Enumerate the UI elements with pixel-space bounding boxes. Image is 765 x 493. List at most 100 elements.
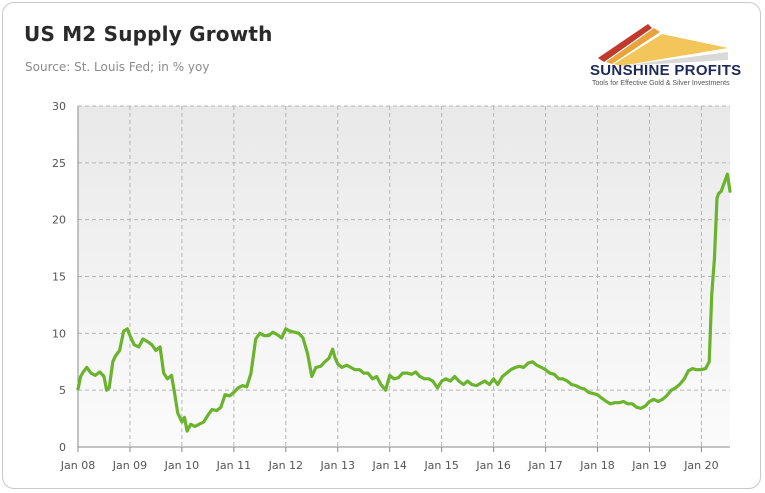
data-point bbox=[346, 364, 348, 366]
y-tick-label: 20 bbox=[52, 214, 66, 227]
grid-lines bbox=[78, 105, 730, 447]
data-point bbox=[112, 361, 114, 363]
data-point bbox=[163, 372, 165, 374]
data-point bbox=[328, 357, 330, 359]
data-point bbox=[523, 366, 525, 368]
data-point bbox=[449, 380, 452, 382]
y-tick-label: 25 bbox=[52, 157, 66, 170]
data-point bbox=[86, 366, 88, 368]
data-point bbox=[441, 380, 443, 382]
data-point bbox=[142, 338, 144, 340]
data-point bbox=[170, 374, 173, 376]
data-point bbox=[475, 385, 478, 387]
x-tick-label: Jan 08 bbox=[60, 459, 95, 472]
data-point bbox=[389, 374, 391, 376]
data-point bbox=[493, 378, 495, 380]
data-point bbox=[640, 407, 642, 409]
data-point bbox=[350, 366, 352, 368]
data-point bbox=[94, 374, 96, 376]
logo-ray-red bbox=[598, 24, 652, 62]
data-point bbox=[177, 412, 179, 414]
data-point bbox=[614, 402, 616, 404]
data-point bbox=[146, 340, 148, 342]
data-point bbox=[250, 372, 252, 374]
data-point bbox=[285, 328, 287, 330]
data-point bbox=[622, 400, 625, 403]
data-point bbox=[311, 375, 313, 378]
y-tick-label: 10 bbox=[52, 327, 66, 340]
data-point bbox=[695, 369, 697, 371]
data-point bbox=[497, 383, 499, 386]
data-point bbox=[237, 387, 239, 389]
data-point bbox=[724, 179, 726, 181]
data-point bbox=[583, 388, 586, 390]
data-point bbox=[644, 405, 646, 407]
data-point bbox=[155, 349, 157, 351]
data-point bbox=[332, 348, 334, 350]
data-point bbox=[484, 380, 486, 382]
data-point bbox=[123, 330, 125, 332]
logo-ray-gold bbox=[614, 34, 728, 66]
chart-title: US M2 Supply Growth bbox=[24, 22, 273, 46]
data-point bbox=[341, 366, 343, 368]
data-point bbox=[575, 385, 577, 387]
data-point bbox=[294, 331, 296, 333]
data-point bbox=[90, 372, 92, 374]
brand-name: SUNSHINE PROFITS bbox=[590, 62, 742, 79]
y-tick-label: 30 bbox=[52, 100, 66, 113]
x-tick-label: Jan 19 bbox=[631, 459, 666, 472]
data-point bbox=[436, 387, 439, 389]
x-tick-label: Jan 11 bbox=[216, 459, 251, 472]
data-point bbox=[506, 372, 508, 374]
data-point bbox=[549, 372, 551, 374]
x-tick-label: Jan 15 bbox=[423, 459, 458, 472]
data-point bbox=[186, 430, 188, 432]
data-point bbox=[692, 368, 694, 370]
data-point bbox=[151, 344, 153, 346]
data-point bbox=[631, 403, 633, 405]
data-point bbox=[133, 344, 135, 346]
data-point bbox=[458, 380, 460, 382]
data-point bbox=[480, 382, 482, 384]
data-point bbox=[722, 185, 724, 187]
data-point bbox=[224, 394, 226, 396]
data-point bbox=[683, 378, 685, 380]
data-point bbox=[216, 410, 218, 412]
data-point bbox=[372, 378, 374, 380]
data-point bbox=[545, 369, 547, 371]
data-point bbox=[579, 387, 582, 389]
data-point bbox=[80, 375, 82, 378]
data-point bbox=[661, 398, 664, 400]
y-tick-label: 15 bbox=[52, 271, 66, 284]
x-tick-label: Jan 12 bbox=[268, 459, 303, 472]
data-point bbox=[514, 366, 517, 368]
data-point bbox=[471, 383, 473, 386]
data-point bbox=[653, 398, 655, 400]
data-point bbox=[527, 362, 530, 364]
chart-subtitle: Source: St. Louis Fed; in % yoy bbox=[25, 60, 210, 74]
data-point bbox=[618, 402, 620, 404]
data-point bbox=[183, 416, 186, 418]
data-point bbox=[657, 400, 659, 403]
x-tick-label: Jan 20 bbox=[683, 459, 718, 472]
data-point bbox=[281, 337, 283, 339]
data-point bbox=[114, 355, 116, 357]
data-point bbox=[428, 378, 430, 380]
brand-logo-icon bbox=[598, 24, 728, 66]
data-point bbox=[462, 383, 465, 386]
data-point bbox=[402, 372, 404, 374]
y-tick-label: 5 bbox=[59, 384, 66, 397]
data-point bbox=[536, 364, 538, 366]
x-tick-label: Jan 09 bbox=[112, 459, 147, 472]
data-point bbox=[510, 369, 512, 371]
data-point bbox=[119, 349, 121, 351]
data-point bbox=[166, 378, 168, 380]
data-point bbox=[190, 423, 192, 425]
data-point bbox=[194, 425, 196, 428]
tick-labels: 0 5 10 15 20 25 30 Jan 08 Jan 09 Jan 10 Jan 11 Jan … bbox=[52, 100, 719, 472]
data-point bbox=[716, 197, 718, 199]
data-point bbox=[592, 393, 595, 395]
data-point bbox=[720, 190, 722, 192]
data-point bbox=[454, 375, 456, 378]
